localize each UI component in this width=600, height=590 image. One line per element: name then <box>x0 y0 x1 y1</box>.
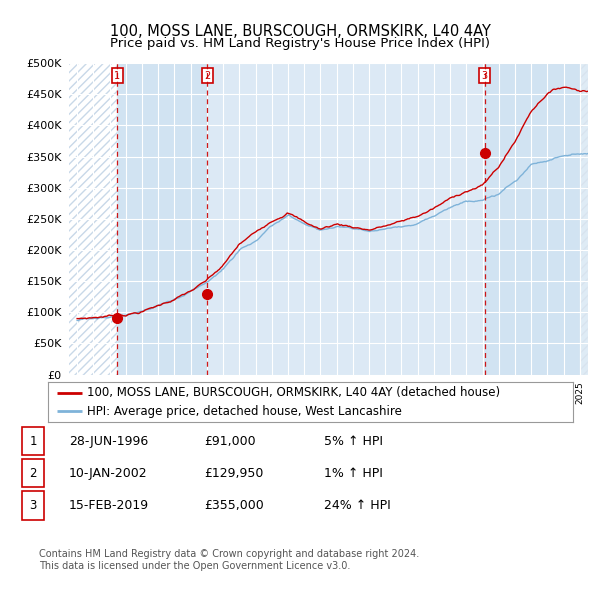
Text: £91,000: £91,000 <box>204 435 256 448</box>
Bar <box>69 63 118 375</box>
Text: 100, MOSS LANE, BURSCOUGH, ORMSKIRK, L40 4AY: 100, MOSS LANE, BURSCOUGH, ORMSKIRK, L40… <box>110 24 490 38</box>
Text: 10-JAN-2002: 10-JAN-2002 <box>69 467 148 480</box>
Text: 15-FEB-2019: 15-FEB-2019 <box>69 499 149 512</box>
Text: 3: 3 <box>29 499 37 512</box>
Text: 1: 1 <box>115 71 121 81</box>
Text: Price paid vs. HM Land Registry's House Price Index (HPI): Price paid vs. HM Land Registry's House … <box>110 37 490 50</box>
Text: 28-JUN-1996: 28-JUN-1996 <box>69 435 148 448</box>
Text: 1: 1 <box>29 435 37 448</box>
Text: This data is licensed under the Open Government Licence v3.0.: This data is licensed under the Open Gov… <box>39 561 350 571</box>
Text: 2: 2 <box>29 467 37 480</box>
Text: Contains HM Land Registry data © Crown copyright and database right 2024.: Contains HM Land Registry data © Crown c… <box>39 549 419 559</box>
Text: 100, MOSS LANE, BURSCOUGH, ORMSKIRK, L40 4AY (detached house): 100, MOSS LANE, BURSCOUGH, ORMSKIRK, L40… <box>88 386 500 399</box>
Text: HPI: Average price, detached house, West Lancashire: HPI: Average price, detached house, West… <box>88 405 402 418</box>
Text: 5% ↑ HPI: 5% ↑ HPI <box>324 435 383 448</box>
Text: £355,000: £355,000 <box>204 499 264 512</box>
Text: 3: 3 <box>481 71 488 81</box>
Bar <box>580 63 588 375</box>
Text: 24% ↑ HPI: 24% ↑ HPI <box>324 499 391 512</box>
Text: £129,950: £129,950 <box>204 467 263 480</box>
Text: 2: 2 <box>204 71 211 81</box>
Text: 1% ↑ HPI: 1% ↑ HPI <box>324 467 383 480</box>
Bar <box>118 63 208 375</box>
Bar <box>580 63 588 375</box>
Bar <box>69 63 118 375</box>
Bar <box>485 63 588 375</box>
